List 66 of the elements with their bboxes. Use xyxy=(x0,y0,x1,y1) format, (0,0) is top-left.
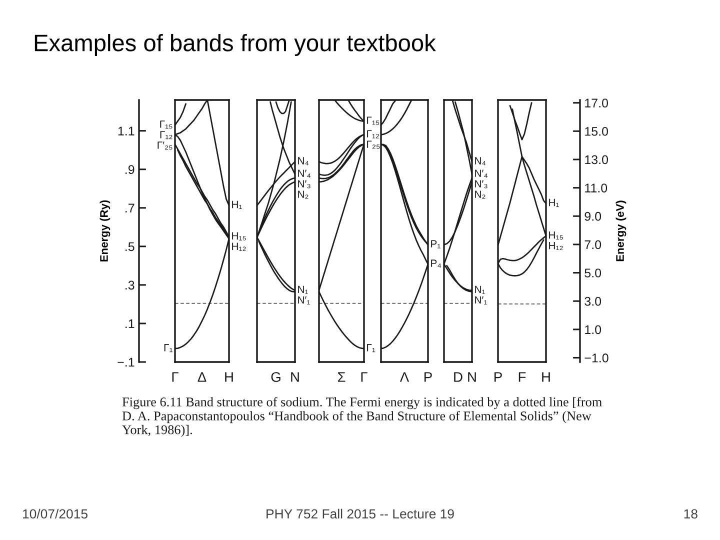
annotation: Γ₁₂ xyxy=(367,130,379,138)
y-tick-label: 17.0 xyxy=(585,98,608,108)
annotation: N′₃ xyxy=(298,180,310,188)
annotation: Γ₁ xyxy=(367,344,376,352)
annotation: Γ₁₅ xyxy=(160,120,172,129)
annotation: N₂ xyxy=(298,190,308,199)
x-tick-label: D xyxy=(454,372,462,382)
annotation: Γ₁₂ xyxy=(160,131,172,140)
y-axis-title: Energy (Ry) xyxy=(100,200,110,262)
annotation: H₁₅ xyxy=(549,231,563,240)
annotation: N′₃ xyxy=(475,180,488,188)
x-tick-label: P xyxy=(424,372,432,382)
annotation: N₄ xyxy=(475,157,486,166)
caption: Figure 6.11 Band structure of sodium. The Fermi energy is indicated by a dotted line [from D. A. Papaconstantopoulos “Handbook of the Band Structure of Elemental Solids” (New York, 1986)]. xyxy=(122,397,602,437)
y-tick-label: −1.0 xyxy=(584,354,608,362)
text: 18 xyxy=(684,509,698,519)
x-tick-label: Σ xyxy=(338,372,346,382)
annotation: Γ₁ xyxy=(164,344,173,352)
annotation: Γ₁₅ xyxy=(367,116,380,125)
x-tick-label: Λ xyxy=(400,372,410,382)
x-tick-label: Γ xyxy=(361,372,368,382)
y-tick-label: .7 xyxy=(126,204,134,212)
annotation: P₁ xyxy=(431,240,440,248)
x-tick-label: N xyxy=(468,372,476,382)
annotation: N′₁ xyxy=(475,296,487,304)
annotation: N₄ xyxy=(298,157,309,166)
x-tick-label: H xyxy=(225,372,233,382)
annotation: Γ′₂₅ xyxy=(158,142,172,150)
y-tick-label: .3 xyxy=(126,280,134,290)
y-tick-label: 7.0 xyxy=(584,240,602,250)
x-tick-label: Γ xyxy=(172,372,178,382)
y-tick-label: 15.0 xyxy=(585,126,608,136)
y-tick-label: 3.0 xyxy=(584,296,602,306)
text: PHY 752 Fall 2015 -- Lecture 19 xyxy=(266,508,454,519)
x-tick-label: H xyxy=(542,372,550,382)
annotation: Γ₂₅ xyxy=(367,140,380,149)
annotation: P₄ xyxy=(431,260,442,268)
y-tick-label: .5 xyxy=(126,242,134,252)
annotation: N₂ xyxy=(475,190,486,199)
y-tick-label: 1.1 xyxy=(118,126,134,136)
annotation: H₁ xyxy=(232,200,242,209)
annotation: H₁₂ xyxy=(549,242,563,250)
x-tick-label: F xyxy=(518,372,526,382)
y-tick-label: −.1 xyxy=(118,358,134,367)
annotation: N′₁ xyxy=(298,296,310,304)
annotation: N₁ xyxy=(475,286,485,294)
annotation: H₁ xyxy=(549,198,559,207)
annotation: N₁ xyxy=(298,286,308,294)
y-tick-label: 13.0 xyxy=(585,155,608,164)
y-tick-label: .9 xyxy=(126,165,134,174)
y-tick-label: 9.0 xyxy=(584,212,602,221)
annotation: N′₄ xyxy=(298,170,311,178)
chart-title: Examples of bands from your textbook xyxy=(34,34,436,56)
x-tick-label: Δ xyxy=(198,372,206,382)
text: 10/07/2015 xyxy=(23,508,88,519)
y-tick-label: 11.0 xyxy=(585,184,608,192)
y-axis-title: Energy (eV) xyxy=(616,200,626,262)
y-tick-label: 1.0 xyxy=(585,325,602,334)
annotation: H₁₂ xyxy=(232,242,246,251)
y-tick-label: 5.0 xyxy=(584,268,602,278)
x-tick-label: N xyxy=(291,372,299,382)
annotation: N′₄ xyxy=(475,170,488,178)
x-tick-label: P xyxy=(494,372,502,382)
x-tick-label: G xyxy=(271,372,280,382)
y-tick-label: .1 xyxy=(126,319,134,328)
annotation: H₁₅ xyxy=(232,232,246,240)
